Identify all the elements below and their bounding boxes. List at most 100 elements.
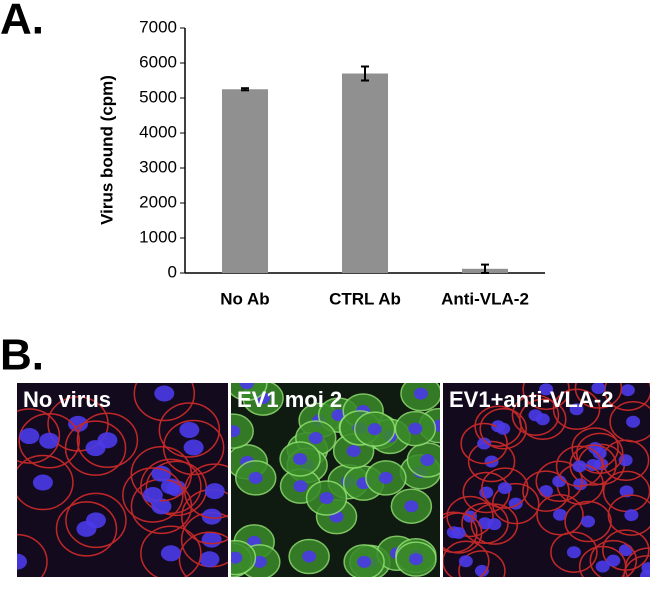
image-label: EV1 moi 2 bbox=[237, 387, 342, 412]
y-tick-label: 1000 bbox=[139, 227, 177, 246]
cell bbox=[467, 440, 516, 483]
cell bbox=[17, 533, 48, 577]
cell bbox=[231, 383, 268, 402]
nucleus bbox=[572, 460, 587, 473]
nucleus bbox=[367, 423, 382, 436]
cell bbox=[17, 454, 74, 511]
nucleus bbox=[474, 564, 489, 577]
nucleus bbox=[591, 383, 606, 395]
nucleus bbox=[569, 403, 584, 416]
nucleus bbox=[68, 415, 89, 432]
cell bbox=[623, 555, 650, 577]
cell bbox=[479, 407, 527, 450]
cell bbox=[64, 420, 127, 476]
nucleus bbox=[620, 384, 635, 397]
y-tick-label: 2000 bbox=[139, 192, 177, 211]
bar bbox=[222, 89, 268, 273]
cell bbox=[575, 432, 624, 475]
micrographs: No virus EV1 moi 2 EV1+anti-VLA-2 bbox=[17, 383, 650, 577]
nucleus bbox=[85, 512, 106, 529]
x-tick-label: CTRL Ab bbox=[329, 289, 401, 308]
nucleus bbox=[566, 546, 581, 559]
nucleus bbox=[538, 485, 553, 498]
cell bbox=[231, 413, 254, 449]
cell bbox=[519, 398, 567, 441]
panel-label: A. bbox=[0, 0, 44, 44]
nucleus bbox=[420, 453, 435, 466]
y-tick-label: 5000 bbox=[139, 87, 177, 106]
nucleus bbox=[19, 428, 40, 445]
nucleus bbox=[553, 508, 568, 521]
cell bbox=[574, 383, 623, 409]
nucleus bbox=[552, 475, 567, 488]
error-bar bbox=[481, 263, 489, 274]
nucleus bbox=[592, 447, 607, 460]
nucleus bbox=[151, 465, 172, 482]
nucleus bbox=[201, 508, 222, 525]
cell bbox=[491, 482, 540, 525]
micrograph: No virus bbox=[17, 383, 228, 577]
cell bbox=[552, 388, 601, 431]
cell bbox=[555, 445, 604, 488]
nucleus bbox=[477, 517, 492, 530]
y-tick-label: 0 bbox=[168, 262, 177, 281]
nucleus bbox=[639, 569, 650, 577]
cell bbox=[17, 408, 61, 464]
cell bbox=[511, 394, 560, 436]
nucleus bbox=[624, 509, 639, 522]
nucleus bbox=[308, 432, 323, 445]
cell bbox=[578, 545, 627, 577]
nucleus bbox=[496, 422, 511, 435]
image-label: No virus bbox=[23, 387, 111, 412]
nucleus bbox=[458, 555, 473, 568]
nucleus bbox=[331, 409, 346, 422]
cell bbox=[443, 540, 490, 577]
cell bbox=[522, 470, 570, 512]
nucleus bbox=[39, 432, 60, 449]
cell bbox=[133, 383, 196, 422]
nucleus bbox=[357, 555, 372, 568]
nucleus bbox=[199, 551, 220, 568]
nucleus bbox=[606, 554, 621, 567]
cell bbox=[162, 419, 225, 476]
error-bar bbox=[361, 65, 369, 82]
cell bbox=[609, 400, 650, 443]
y-tick-label: 4000 bbox=[139, 122, 177, 141]
y-axis-label: Virus bound (cpm) bbox=[97, 75, 116, 225]
nucleus bbox=[293, 452, 308, 465]
x-tick-label: Anti-VLA-2 bbox=[441, 289, 529, 308]
nucleus bbox=[166, 480, 187, 497]
nucleus bbox=[586, 459, 601, 472]
cell bbox=[122, 467, 184, 523]
nucleus bbox=[573, 478, 588, 491]
cell bbox=[550, 531, 598, 573]
nucleus bbox=[484, 455, 499, 468]
nucleus bbox=[302, 550, 317, 563]
nucleus bbox=[497, 482, 512, 495]
nucleus bbox=[17, 553, 28, 570]
nucleus bbox=[539, 383, 554, 396]
cell bbox=[140, 525, 202, 577]
micrograph: EV1+anti-VLA-2 bbox=[443, 383, 650, 577]
nucleus bbox=[408, 422, 423, 435]
nucleus bbox=[528, 409, 543, 422]
nucleus bbox=[413, 387, 428, 400]
cell bbox=[178, 531, 228, 577]
y-tick-label: 3000 bbox=[139, 157, 177, 176]
nucleus bbox=[248, 471, 263, 484]
cell bbox=[184, 463, 228, 519]
cell bbox=[65, 492, 127, 549]
nucleus bbox=[239, 383, 254, 390]
nucleus bbox=[626, 415, 641, 428]
nucleus bbox=[404, 500, 419, 513]
cell bbox=[564, 500, 612, 543]
cell bbox=[460, 422, 508, 465]
x-tick-label: No Ab bbox=[220, 289, 269, 308]
nucleus bbox=[231, 425, 241, 438]
cell bbox=[607, 494, 650, 536]
y-tick-label: 7000 bbox=[139, 17, 177, 36]
cell bbox=[522, 383, 570, 411]
nucleus bbox=[293, 480, 308, 493]
cell bbox=[461, 502, 509, 544]
nucleus bbox=[183, 439, 204, 456]
